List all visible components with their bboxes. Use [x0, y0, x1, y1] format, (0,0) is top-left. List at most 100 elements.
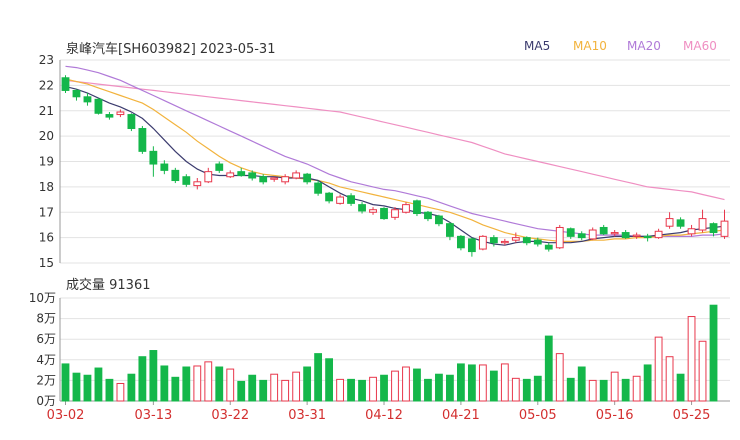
candle — [500, 238, 509, 246]
volume-bar — [467, 364, 476, 402]
candle-body — [566, 228, 575, 237]
candle-body — [314, 182, 323, 194]
candle — [259, 174, 268, 185]
candle — [72, 89, 81, 101]
volume-bar — [292, 371, 301, 402]
volume-bar — [325, 358, 334, 402]
volume-axis-label: 8万 — [36, 312, 56, 326]
candle — [687, 224, 696, 237]
candle — [654, 228, 663, 239]
candle-body — [489, 237, 498, 244]
candle — [435, 214, 443, 227]
volume-bar — [632, 375, 641, 402]
ma60-line — [65, 79, 725, 201]
volume-bar — [456, 363, 465, 402]
candle-body — [83, 96, 92, 103]
candle — [94, 98, 103, 115]
price-axis-label: 17 — [39, 205, 54, 219]
candle-body — [369, 209, 377, 213]
price-axis-label: 22 — [39, 78, 54, 92]
candle — [511, 232, 520, 243]
volume-bar — [709, 304, 718, 402]
volume-bar — [413, 368, 421, 402]
candle-body — [204, 171, 213, 183]
candle-body — [435, 215, 443, 225]
candle-body — [325, 192, 334, 202]
volume-axis-label: 0万 — [36, 394, 56, 408]
candle-body — [654, 230, 663, 239]
volume-bar — [281, 379, 290, 402]
candle — [303, 172, 312, 185]
volume-bar — [270, 373, 279, 402]
x-axis-label: 04-21 — [442, 408, 480, 423]
candle-body — [182, 176, 191, 185]
price-axis-label: 18 — [39, 180, 54, 194]
volume-bar — [149, 350, 158, 402]
candle — [314, 180, 323, 196]
candle — [105, 112, 114, 120]
candle — [358, 202, 366, 214]
volume-axis-label: 2万 — [36, 373, 56, 387]
candle-body — [358, 204, 366, 212]
candle — [215, 161, 224, 173]
candle-body — [687, 228, 696, 235]
volume-bar — [687, 316, 696, 402]
volume-bar — [446, 374, 454, 402]
volume-bar — [116, 382, 125, 402]
candle — [555, 224, 564, 250]
candle — [632, 232, 641, 239]
volume-bar — [94, 367, 103, 402]
volume-bar — [204, 361, 213, 402]
candle-body — [292, 172, 301, 179]
volume-axis-label: 10万 — [29, 291, 56, 305]
volume-title: 成交量 91361 — [66, 278, 151, 293]
candle — [270, 176, 279, 182]
candle-body — [577, 233, 586, 239]
candle — [566, 227, 575, 239]
chart-title: 泉峰汽车[SH603982] 2023-05-31 — [66, 42, 276, 57]
candle — [621, 230, 630, 239]
candle-body — [720, 220, 729, 237]
candle — [237, 167, 246, 177]
volume-bar — [248, 374, 257, 402]
candle-body — [698, 218, 707, 231]
volume-bar — [500, 363, 509, 402]
volume-bar — [621, 378, 630, 402]
volume-bar — [336, 378, 344, 402]
candle — [698, 209, 707, 233]
volume-bar — [654, 336, 663, 402]
legend-ma5: MA5 — [524, 39, 551, 53]
candle — [478, 235, 487, 251]
candle — [467, 237, 476, 257]
price-axis-label: 19 — [39, 155, 54, 169]
volume-bar — [478, 364, 487, 402]
candle — [226, 170, 235, 178]
volume-bar — [72, 372, 81, 402]
volume-bar — [160, 365, 169, 402]
volume-bar — [358, 379, 366, 402]
volume-bar — [314, 353, 323, 402]
candle — [599, 224, 608, 236]
volume-axis-label: 4万 — [36, 353, 56, 367]
candle-body — [446, 223, 454, 237]
candle-body — [149, 150, 158, 165]
candle-body — [193, 181, 202, 187]
volume-bar — [138, 356, 147, 402]
candle-body — [632, 234, 641, 237]
candle — [456, 235, 465, 251]
candle-body — [424, 211, 432, 220]
candle-body — [347, 195, 355, 204]
volume-bar — [83, 374, 92, 402]
candle — [402, 202, 410, 214]
candle — [413, 199, 421, 217]
candle-body — [456, 235, 465, 249]
candle-body — [171, 169, 180, 182]
candle-body — [226, 172, 235, 178]
x-axis-label: 04-12 — [365, 408, 403, 423]
volume-bar — [215, 366, 224, 402]
candle-body — [676, 219, 685, 227]
candle-body — [336, 196, 344, 204]
candle — [325, 191, 334, 204]
candle — [665, 212, 674, 229]
candle — [347, 193, 355, 206]
